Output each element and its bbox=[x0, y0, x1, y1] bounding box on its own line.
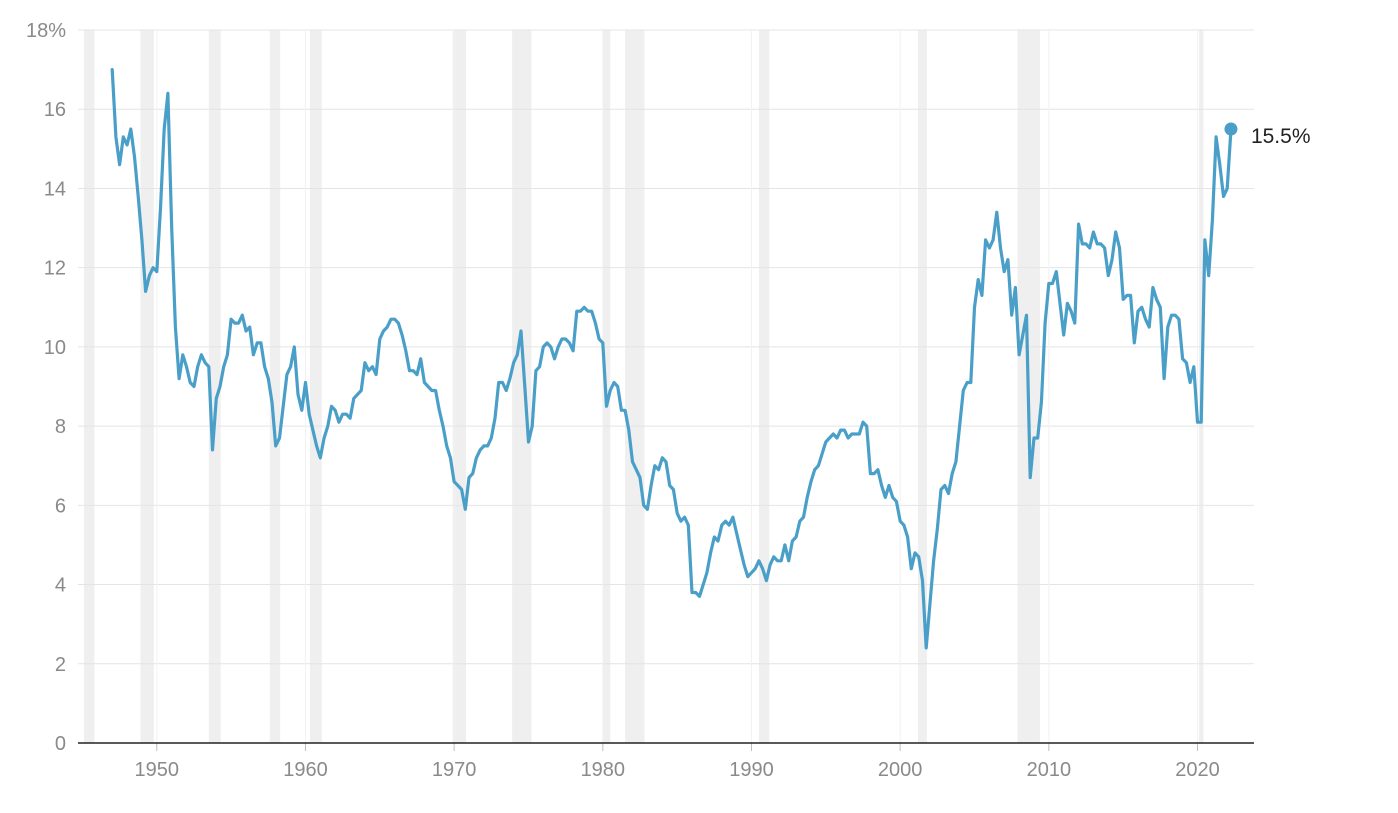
recession-band-3 bbox=[269, 30, 281, 743]
x-tick-label: 2020 bbox=[1175, 759, 1220, 781]
gridlines bbox=[78, 29, 1254, 743]
recession-band-0 bbox=[83, 30, 95, 743]
y-tick-label: 8 bbox=[55, 416, 66, 438]
recession-band-5 bbox=[452, 30, 467, 743]
recession-band-6 bbox=[512, 30, 532, 743]
recession-band-4 bbox=[309, 30, 322, 743]
recession-band-8 bbox=[625, 30, 645, 743]
x-tick-label: 1980 bbox=[581, 759, 626, 781]
recession-band-9 bbox=[758, 30, 770, 743]
x-tick-label: 2000 bbox=[878, 759, 923, 781]
x-tick-label: 1950 bbox=[135, 759, 180, 781]
last-point-marker bbox=[1224, 122, 1238, 136]
recession-band-10 bbox=[918, 30, 927, 743]
recession-band-2 bbox=[208, 30, 221, 743]
y-tick-label: 2 bbox=[55, 654, 66, 676]
recession-bands bbox=[83, 30, 1204, 743]
recession-band-1 bbox=[140, 30, 154, 743]
x-tick-label: 1990 bbox=[729, 759, 774, 781]
series-line bbox=[110, 67, 1233, 650]
series-layer bbox=[110, 67, 1233, 650]
x-tick-label: 1970 bbox=[432, 759, 477, 781]
last-value-label: 15.5% bbox=[1251, 125, 1311, 148]
x-axis-ticks: 1950 1960 1970 1980 1990 2000 2010 2020 bbox=[135, 743, 1220, 781]
y-tick-label: 0 bbox=[55, 733, 66, 755]
x-tick-label: 1960 bbox=[283, 759, 328, 781]
y-tick-label: 6 bbox=[55, 495, 66, 517]
y-tick-label: 16 bbox=[44, 99, 66, 121]
y-axis-ticks: 0 2 4 6 8 10 12 14 16 18% bbox=[26, 20, 66, 755]
y-tick-label: 12 bbox=[44, 258, 66, 280]
y-tick-label: 4 bbox=[55, 575, 66, 597]
y-tick-label: 18% bbox=[26, 20, 66, 42]
y-tick-label: 10 bbox=[44, 337, 66, 359]
x-tick-label: 2010 bbox=[1027, 759, 1072, 781]
y-tick-label: 14 bbox=[44, 178, 66, 200]
